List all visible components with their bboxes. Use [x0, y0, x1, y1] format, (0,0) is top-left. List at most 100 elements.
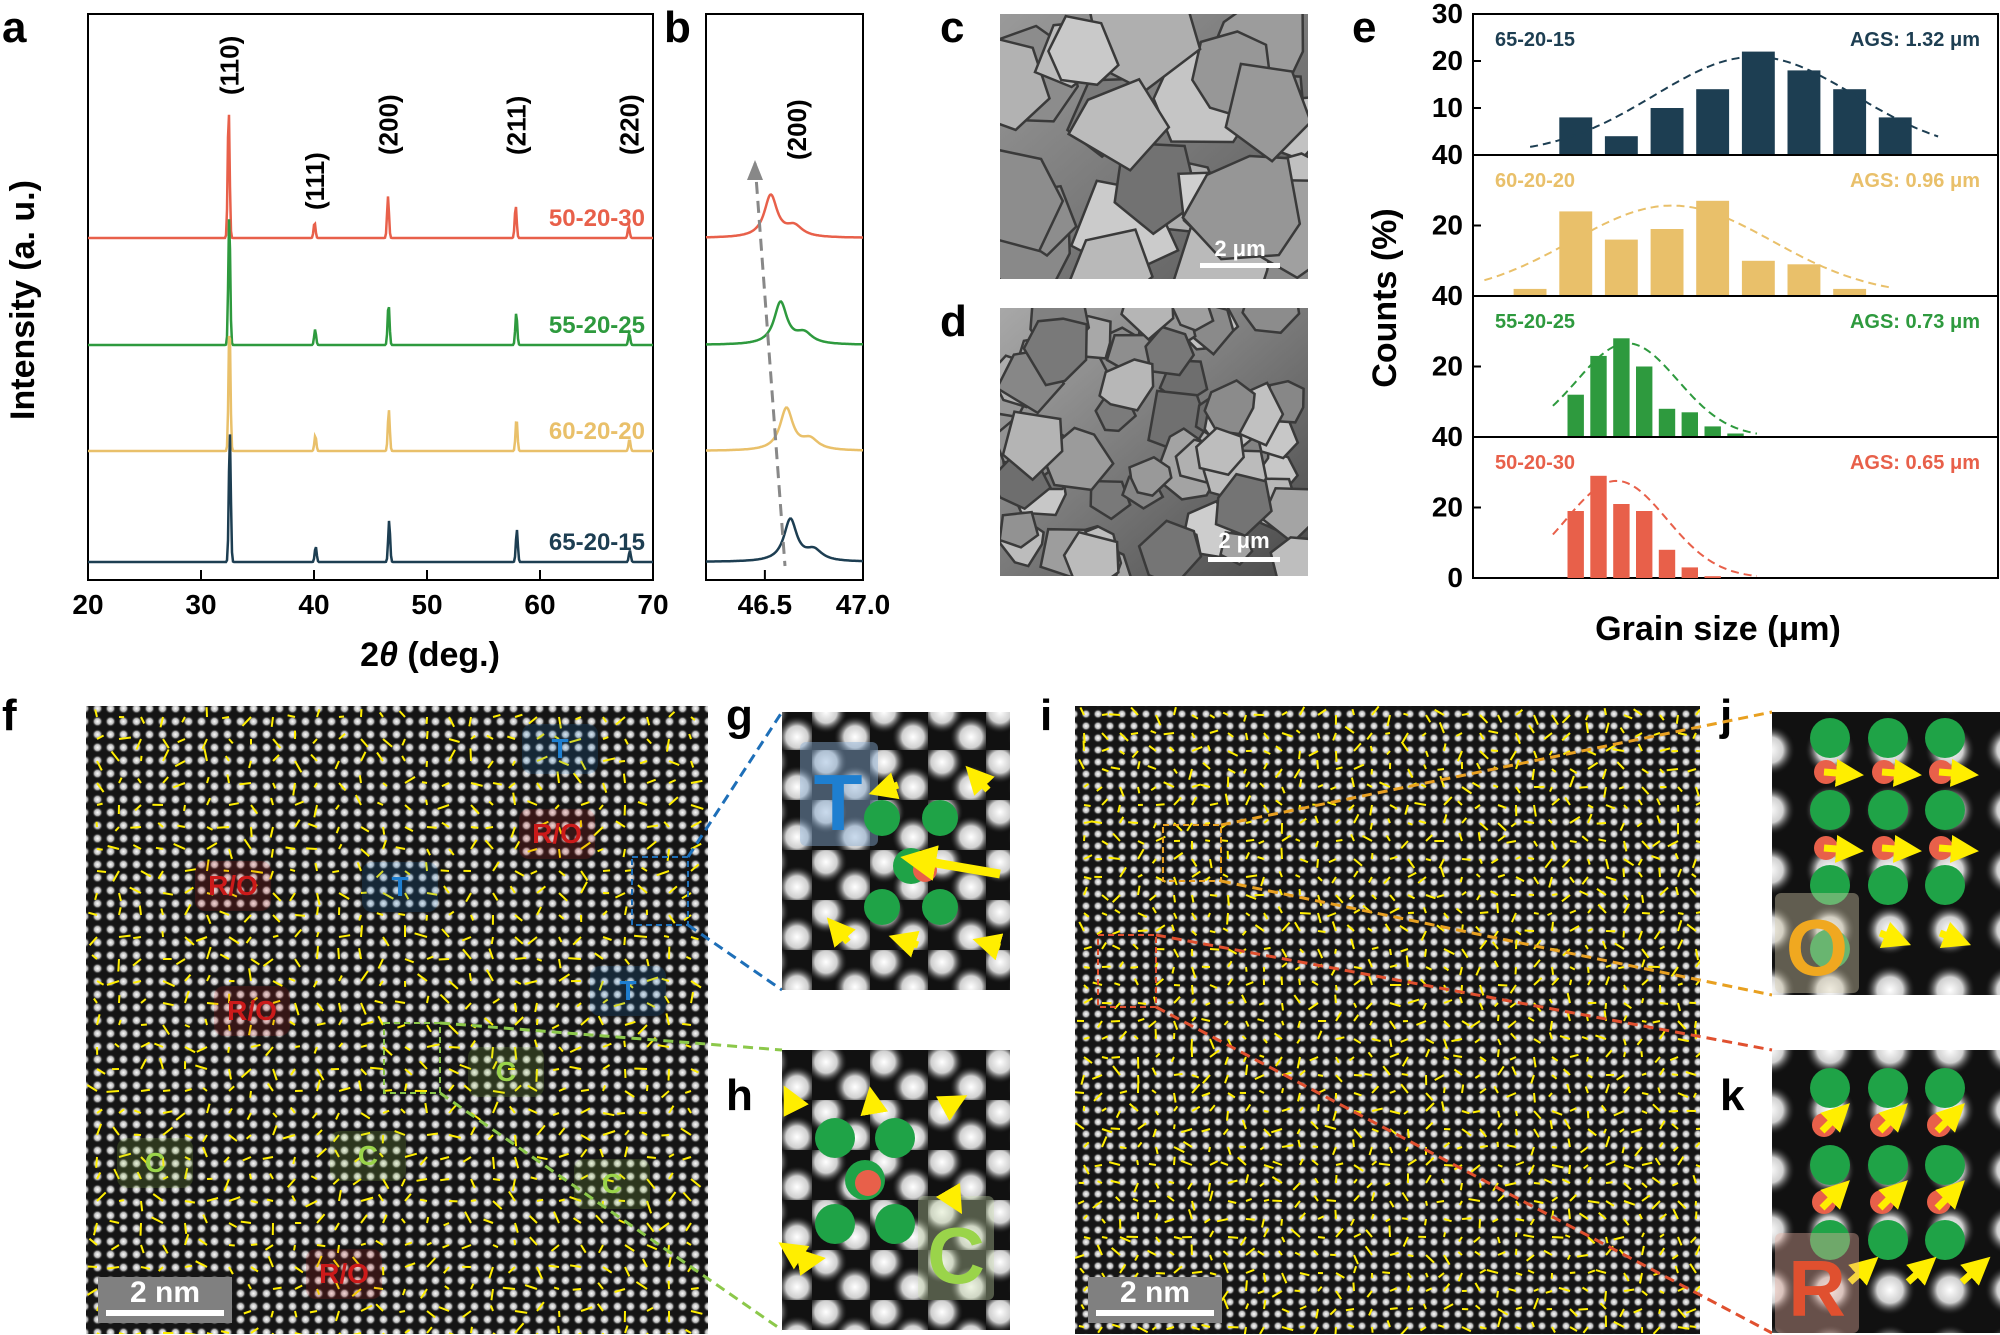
- polarization-arrow: [558, 1127, 566, 1136]
- zoom-connector-j-top: [1220, 710, 1773, 827]
- polarization-arrow: [1353, 1092, 1362, 1097]
- polarization-arrow: [492, 1332, 497, 1334]
- xrd-peak-label: (111): [300, 152, 330, 210]
- polarization-arrow: [114, 1042, 120, 1048]
- polarization-arrow: [1651, 1176, 1661, 1184]
- polarization-arrow: [1245, 981, 1254, 986]
- polarization-arrow: [666, 738, 670, 752]
- polarization-arrow: [358, 914, 362, 921]
- hist-bar: [1636, 366, 1653, 437]
- polarization-arrow: [262, 1156, 274, 1160]
- polarization-arrow: [1479, 1145, 1488, 1148]
- polarization-arrow: [536, 1124, 546, 1136]
- polarization-arrow: [440, 869, 450, 872]
- zoom-polarization-arrow: [965, 765, 995, 796]
- polarization-arrow: [1332, 1110, 1337, 1121]
- hist-bar: [1741, 51, 1775, 155]
- polarization-arrow: [1317, 1030, 1323, 1040]
- polarization-arrow: [1317, 732, 1321, 739]
- polarization-arrow: [530, 870, 538, 875]
- polarization-arrow: [1587, 1074, 1593, 1079]
- polarization-arrow: [1353, 1038, 1362, 1045]
- polarization-arrow: [437, 804, 450, 810]
- polarization-arrow: [1389, 1089, 1396, 1094]
- polarization-arrow: [1479, 858, 1483, 864]
- polarization-arrow: [489, 1305, 494, 1312]
- polarization-arrow: [663, 821, 670, 828]
- polarization-arrow: [1566, 1083, 1571, 1094]
- polarization-arrow: [1389, 964, 1398, 968]
- polarization-arrow: [1405, 1146, 1409, 1152]
- polarization-arrow: [250, 826, 253, 838]
- polarization-arrow: [195, 936, 208, 942]
- polarization-arrow: [1461, 858, 1471, 861]
- polarization-arrow: [602, 1266, 613, 1274]
- polarization-arrow: [360, 1304, 373, 1312]
- polarization-arrow: [1119, 732, 1129, 742]
- polarization-arrow: [206, 1332, 213, 1334]
- polarization-arrow: [624, 906, 628, 916]
- polarization-arrow: [1335, 1174, 1338, 1184]
- polarization-arrow: [572, 1288, 582, 1291]
- b-site-dot: [875, 1204, 915, 1244]
- polarization-arrow: [1457, 1251, 1463, 1256]
- polarization-arrow: [1295, 838, 1301, 842]
- polarization-arrow: [448, 1068, 460, 1075]
- polarization-arrow: [369, 1066, 384, 1070]
- polarization-arrow: [241, 716, 252, 727]
- polarization-arrow: [397, 1024, 406, 1029]
- polarization-arrow: [438, 1306, 450, 1312]
- polarization-arrow: [382, 782, 388, 787]
- polarization-arrow: [404, 958, 415, 964]
- polarization-arrow: [1638, 1213, 1643, 1220]
- polarization-arrow: [1418, 819, 1427, 824]
- polarization-arrow: [1551, 768, 1557, 773]
- polarization-arrow: [1641, 1290, 1648, 1297]
- polarization-arrow: [310, 1175, 318, 1180]
- polarization-arrow: [1634, 732, 1643, 738]
- polarization-arrow: [485, 826, 494, 830]
- polarization-arrow: [250, 804, 259, 815]
- polarization-arrow: [294, 1002, 300, 1016]
- polarization-arrow: [646, 1156, 657, 1159]
- polarization-arrow: [1695, 1285, 1700, 1292]
- polarization-arrow: [272, 914, 281, 923]
- polarization-arrow: [657, 1044, 670, 1048]
- panel-letter-c: c: [940, 3, 964, 52]
- polarization-arrow: [382, 1109, 390, 1114]
- polarization-arrow: [1599, 1302, 1607, 1310]
- polarization-arrow: [118, 777, 123, 784]
- polarization-arrow: [442, 1244, 450, 1249]
- polarization-arrow: [1245, 795, 1252, 806]
- polarization-arrow: [1579, 786, 1589, 789]
- polarization-arrow: [646, 738, 652, 745]
- polarization-arrow: [488, 800, 494, 806]
- zoom-polarization-arrow: [860, 1086, 889, 1117]
- polarization-arrow: [1281, 948, 1288, 958]
- sem-grain: [1069, 228, 1154, 279]
- polarization-arrow: [646, 840, 657, 850]
- polarization-arrow: [332, 1178, 340, 1186]
- polarization-arrow: [470, 1040, 476, 1048]
- polarization-arrow: [1425, 1102, 1435, 1112]
- polarization-arrow: [1407, 1254, 1414, 1258]
- polarization-arrow: [1561, 894, 1571, 903]
- panel-letter-a: a: [2, 3, 27, 52]
- polarization-arrow: [1659, 768, 1665, 774]
- zoom-polarization-arrow: [1881, 834, 1922, 863]
- polarization-arrow: [1579, 890, 1589, 896]
- polarization-arrow: [198, 1238, 208, 1246]
- polarization-arrow: [1278, 888, 1283, 896]
- polarization-arrow: [1151, 1089, 1157, 1094]
- polarization-arrow: [536, 885, 547, 894]
- polarization-arrow: [580, 760, 587, 771]
- polarization-arrow: [400, 1218, 406, 1224]
- polarization-arrow: [1297, 1139, 1301, 1148]
- polarization-arrow: [175, 1112, 186, 1121]
- polarization-arrow: [514, 1016, 524, 1026]
- polarization-arrow: [1155, 1213, 1159, 1220]
- polarization-arrow: [1296, 1128, 1301, 1135]
- b-site-dot: [1925, 1220, 1965, 1260]
- polarization-arrow: [1475, 966, 1481, 976]
- polarization-arrow: [1316, 858, 1319, 868]
